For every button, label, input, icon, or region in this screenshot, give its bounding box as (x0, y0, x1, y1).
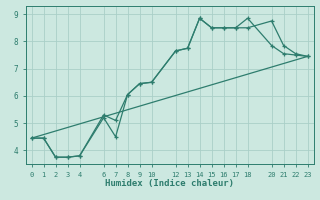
X-axis label: Humidex (Indice chaleur): Humidex (Indice chaleur) (105, 179, 234, 188)
